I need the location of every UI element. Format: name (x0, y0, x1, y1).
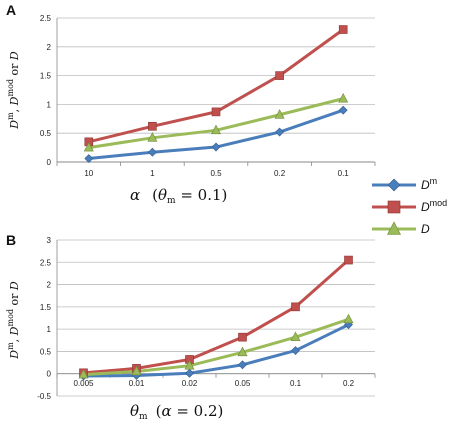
y-tick-label: 0.5 (40, 129, 52, 138)
data-point-dmod (338, 25, 348, 34)
legend-marker-diamond (387, 178, 401, 192)
x-tick-label: 0.1 (338, 169, 350, 178)
data-point-dmod (291, 302, 300, 312)
x-tick-label: 0.005 (73, 379, 94, 388)
panel-a-y-ticks: 0 0.5 1 1.5 2 2.5 (40, 14, 52, 167)
y-tick-label: 1 (47, 325, 52, 334)
data-point-dm (211, 142, 221, 152)
data-point-dm (291, 346, 300, 355)
series-line-d (83, 317, 349, 377)
data-point-dm (275, 127, 285, 137)
y-tick-label: 2 (47, 43, 52, 52)
x-tick-label: 0.05 (235, 379, 251, 388)
y-tick-label: 1.5 (40, 303, 52, 312)
legend-label: Dmod (421, 198, 447, 214)
panel-a-x-ticks: 10 1 0.5 0.2 0.1 (84, 169, 349, 178)
x-tick-label: 0.1 (290, 379, 302, 388)
panel-a-gridlines (56, 17, 376, 166)
panel-a-x-axis-label: α (θm = 0.1) (130, 186, 227, 206)
data-point-d (184, 360, 195, 370)
data-point-d (290, 331, 301, 341)
y-tick-label: 1 (47, 100, 52, 109)
data-point-dmod (148, 121, 157, 131)
x-tick-label: 0.2 (274, 169, 286, 178)
panel-b-y-ticks: -0.5 0 0.5 1 1.5 2 2.5 3 (37, 236, 51, 401)
legend-marker-square (387, 200, 401, 214)
panel-a-letter: A (6, 2, 16, 18)
data-point-d (147, 132, 158, 142)
y-tick-label: 2 (47, 281, 52, 290)
legend-label: Dm (421, 176, 437, 192)
panel-b-series (78, 255, 354, 381)
y-tick-label: 1.5 (40, 72, 52, 81)
panel-a: A 0 0.5 1 1.5 2 2.5 10 1 0.5 0.2 0.1 Dm, Dmod or … (6, 2, 376, 206)
panel-b-y-axis-label: Dm, Dmod or D (6, 281, 21, 360)
data-point-dmod (211, 107, 221, 117)
x-tick-label: 0.2 (343, 379, 355, 388)
data-point-dm (147, 147, 157, 157)
data-point-dmod (344, 255, 353, 265)
y-tick-label: 0 (47, 158, 52, 167)
y-tick-label: 0 (47, 370, 52, 379)
panel-b: B -0.5 0 0.5 1 1.5 2 2.5 3 0.005 0.01 0.02 0.05 0.1… (6, 232, 376, 422)
data-point-dm (238, 360, 247, 370)
legend: Dm Dmod D (372, 176, 447, 236)
data-point-d (343, 313, 354, 324)
data-point-dmod (275, 71, 284, 80)
data-point-d (78, 368, 89, 379)
data-point-d (237, 346, 248, 357)
x-tick-label: 1 (150, 169, 155, 178)
y-tick-label: 2.5 (40, 258, 52, 267)
legend-marker-triangle (387, 221, 401, 235)
data-point-d (83, 141, 94, 152)
panel-b-x-axis-label: θm (α = 0.2) (130, 402, 223, 422)
panel-a-y-axis-label: Dm, Dmod or D (6, 51, 21, 130)
x-tick-label: 0.02 (182, 379, 198, 388)
x-tick-label: 0.5 (210, 169, 222, 178)
data-point-dm (84, 154, 94, 163)
x-tick-label: 10 (84, 169, 93, 178)
y-tick-label: 2.5 (40, 14, 52, 23)
x-tick-label: 0.01 (129, 379, 145, 388)
panel-b-letter: B (6, 232, 16, 248)
legend-label: D (421, 222, 430, 236)
data-point-dmod (238, 332, 247, 342)
series-line-dm (83, 323, 350, 378)
panel-b-x-ticks: 0.005 0.01 0.02 0.05 0.1 0.2 (73, 379, 354, 388)
panel-a-series (83, 25, 349, 163)
y-tick-label: 3 (47, 236, 52, 245)
data-point-dm (185, 368, 194, 378)
y-tick-label: -0.5 (37, 392, 51, 401)
data-point-dm (338, 105, 348, 115)
series-line-dmod (83, 258, 350, 375)
data-point-d (131, 365, 142, 376)
data-point-d (338, 92, 349, 103)
data-point-d (211, 124, 221, 135)
y-tick-label: 0.5 (40, 347, 52, 356)
data-point-d (274, 109, 285, 119)
